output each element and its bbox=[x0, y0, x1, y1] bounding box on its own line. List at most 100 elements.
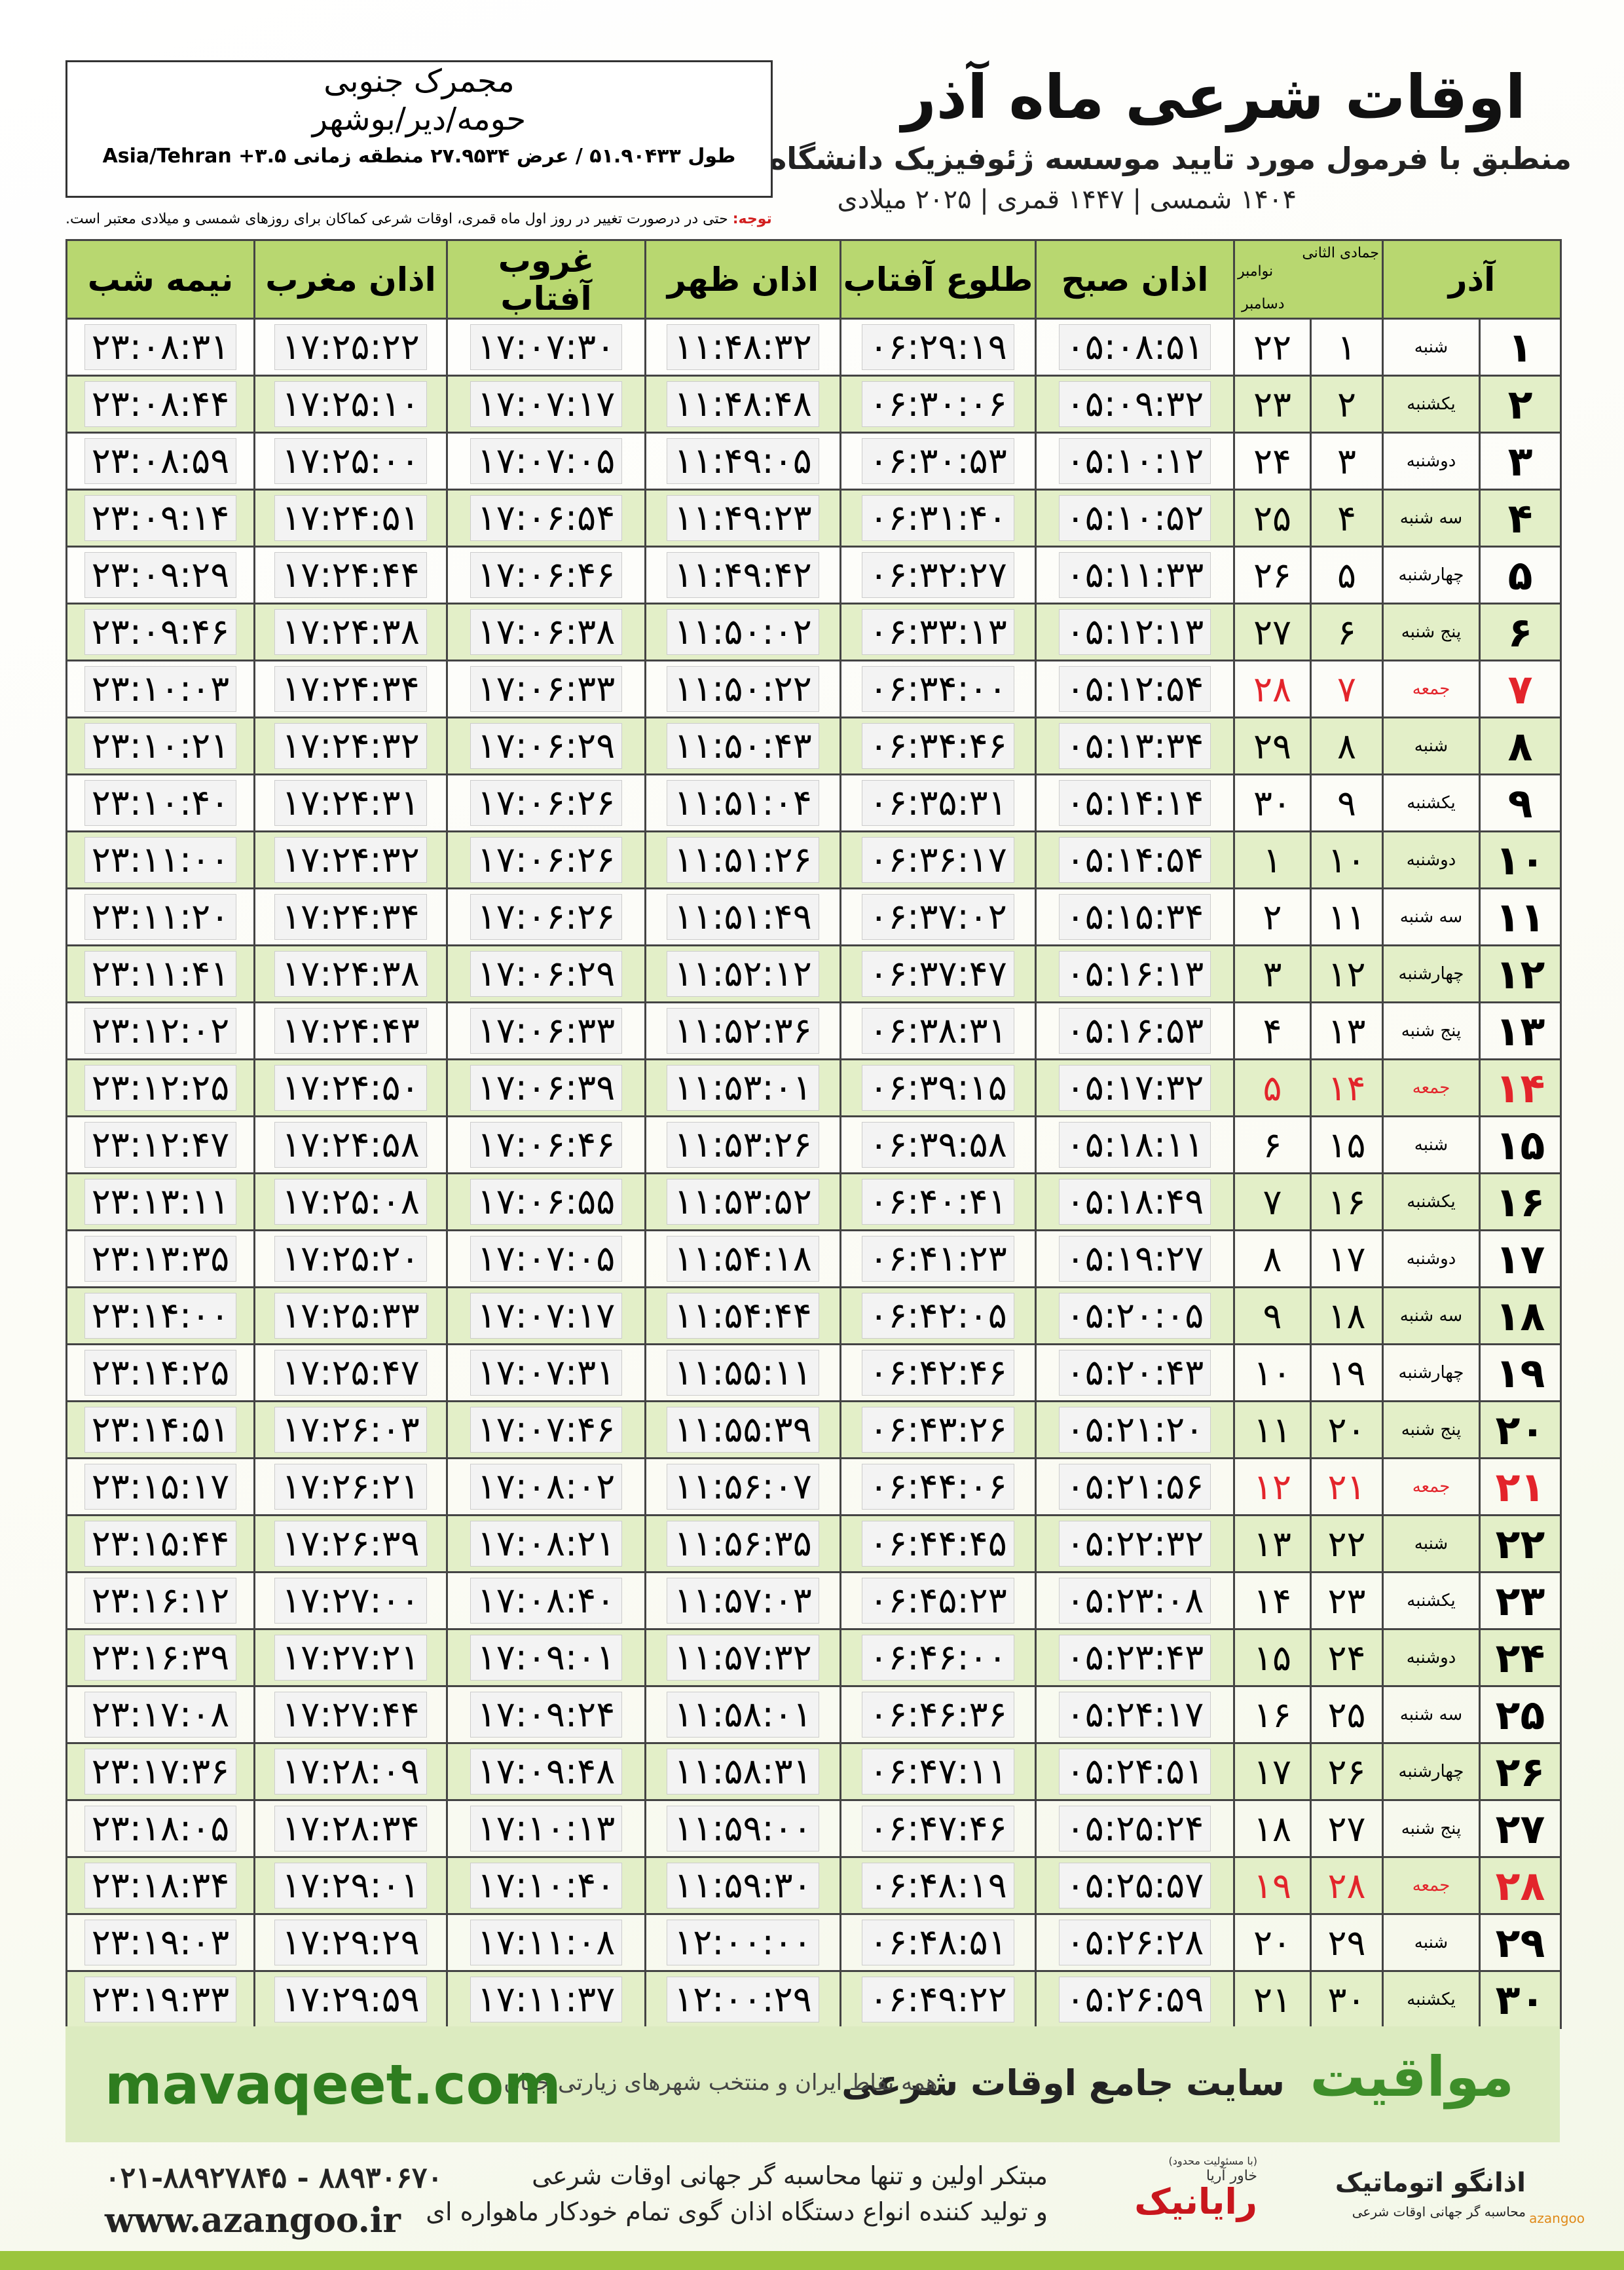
time-cell: ۱۷:۰۹:۲۴ bbox=[446, 1685, 646, 1744]
time-cell: ۱۷:۰۶:۵۵ bbox=[446, 1172, 646, 1231]
hijri-day: ۲۸ bbox=[1310, 1856, 1384, 1915]
logo: رایانیک bbox=[1134, 2181, 1257, 2222]
time-cell: ۱۷:۲۹:۲۹ bbox=[253, 1913, 448, 1972]
time: ۲۳:۱۷:۰۸ bbox=[84, 1692, 237, 1738]
row: ۳ دوشنبه ۳ ۲۴ ۰۵:۱۰:۱۲ ۰۶:۳۰:۵۳ ۱۱:۴۹:۰۵ ۱۷:۰۷:… bbox=[65, 432, 1562, 491]
weekday: پنج شنبه bbox=[1382, 1001, 1481, 1060]
time: ۱۷:۲۴:۳۴ bbox=[274, 666, 427, 712]
time: ۰۵:۲۰:۴۳ bbox=[1058, 1350, 1211, 1396]
gregorian-day: ۲۴ bbox=[1233, 432, 1312, 491]
time: ۱۱:۵۶:۰۷ bbox=[667, 1464, 819, 1510]
time-cell: ۱۱:۵۵:۳۹ bbox=[644, 1400, 841, 1459]
time: ۲۳:۱۶:۳۹ bbox=[84, 1635, 237, 1681]
row: ۲ یکشنبه ۲ ۲۳ ۰۵:۰۹:۳۲ ۰۶:۳۰:۰۶ ۱۱:۴۸:۴۸ ۱۷:۰۷:… bbox=[65, 375, 1562, 434]
time-cell: ۱۷:۱۱:۰۸ bbox=[446, 1913, 646, 1972]
day: ۲۸ bbox=[1479, 1856, 1562, 1915]
time-cell: ۰۵:۲۵:۵۷ bbox=[1035, 1856, 1235, 1915]
time: ۱۱:۴۸:۴۸ bbox=[667, 381, 819, 427]
site-url[interactable]: mavaqeet.com bbox=[105, 2053, 561, 2117]
hijri-day: ۲۱ bbox=[1310, 1457, 1384, 1516]
time: ۱۱:۵۱:۴۹ bbox=[667, 894, 819, 940]
time: ۱۷:۰۶:۲۹ bbox=[470, 723, 623, 769]
day: ۱ bbox=[1479, 318, 1562, 377]
time-cell: ۰۶:۴۸:۵۱ bbox=[840, 1913, 1037, 1972]
time: ۰۵:۲۳:۴۳ bbox=[1058, 1635, 1211, 1681]
time: ۱۱:۴۸:۳۲ bbox=[667, 324, 819, 370]
time-cell: ۲۳:۱۴:۲۵ bbox=[65, 1343, 255, 1402]
weekday: شنبه bbox=[1382, 1913, 1481, 1972]
time: ۲۳:۱۴:۰۰ bbox=[84, 1293, 237, 1339]
hijri-day: ۲۲ bbox=[1310, 1514, 1384, 1573]
time: ۱۲:۰۰:۰۰ bbox=[667, 1920, 819, 1965]
time-cell: ۰۶:۴۱:۲۳ bbox=[840, 1229, 1037, 1288]
gregorian-day: ۲۵ bbox=[1233, 489, 1312, 548]
time-cell: ۰۶:۴۲:۰۵ bbox=[840, 1286, 1037, 1345]
weekday: سه شنبه bbox=[1382, 1286, 1481, 1345]
time-cell: ۰۵:۱۸:۱۱ bbox=[1035, 1115, 1235, 1174]
time-cell: ۱۱:۵۴:۴۴ bbox=[644, 1286, 841, 1345]
time: ۱۱:۵۹:۰۰ bbox=[667, 1806, 819, 1851]
time-cell: ۲۳:۱۱:۲۰ bbox=[65, 887, 255, 946]
time-cell: ۱۷:۰۶:۲۹ bbox=[446, 716, 646, 775]
time: ۱۱:۵۳:۲۶ bbox=[667, 1122, 819, 1168]
location-name: مجمرک جنوبی bbox=[323, 63, 515, 100]
time: ۲۳:۰۹:۴۶ bbox=[84, 609, 237, 655]
time-cell: ۲۳:۱۴:۵۱ bbox=[65, 1400, 255, 1459]
time-cell: ۱۷:۲۶:۰۳ bbox=[253, 1400, 448, 1459]
time-cell: ۱۱:۵۸:۳۱ bbox=[644, 1742, 841, 1801]
day: ۷ bbox=[1479, 660, 1562, 718]
time: ۱۱:۵۴:۴۴ bbox=[667, 1293, 819, 1339]
time-cell: ۱۱:۵۰:۴۳ bbox=[644, 716, 841, 775]
time: ۱۷:۰۸:۰۲ bbox=[470, 1464, 623, 1510]
time: ۱۷:۰۸:۴۰ bbox=[470, 1578, 623, 1624]
day: ۱۸ bbox=[1479, 1286, 1562, 1345]
time: ۰۵:۲۴:۱۷ bbox=[1058, 1692, 1211, 1738]
time: ۰۶:۳۰:۵۳ bbox=[862, 438, 1014, 484]
time: ۰۵:۱۰:۵۲ bbox=[1058, 495, 1211, 541]
time-cell: ۱۷:۰۸:۴۰ bbox=[446, 1571, 646, 1630]
gregorian-day: ۲۶ bbox=[1233, 546, 1312, 605]
time-cell: ۱۷:۰۶:۲۹ bbox=[446, 944, 646, 1003]
time-cell: ۱۱:۵۵:۱۱ bbox=[644, 1343, 841, 1402]
row: ۷ جمعه ۷ ۲۸ ۰۵:۱۲:۵۴ ۰۶:۳۴:۰۰ ۱۱:۵۰:۲۲ ۱۷:۰۶:۳۳… bbox=[65, 660, 1562, 718]
time-cell: ۱۷:۰۶:۳۳ bbox=[446, 1001, 646, 1060]
time: ۱۱:۵۷:۳۲ bbox=[667, 1635, 819, 1681]
weekday: پنج شنبه bbox=[1382, 1400, 1481, 1459]
time: ۰۶:۴۰:۴۱ bbox=[862, 1179, 1014, 1225]
time: ۰۶:۴۷:۴۶ bbox=[862, 1806, 1014, 1851]
hijri-day: ۲۵ bbox=[1310, 1685, 1384, 1744]
time: ۲۳:۱۴:۲۵ bbox=[84, 1350, 237, 1396]
time: ۱۷:۲۵:۲۲ bbox=[274, 324, 427, 370]
time: ۰۵:۲۴:۵۱ bbox=[1058, 1749, 1211, 1795]
time-cell: ۱۱:۴۹:۲۳ bbox=[644, 489, 841, 548]
weekday: یکشنبه bbox=[1382, 773, 1481, 832]
time-cell: ۰۶:۲۹:۱۹ bbox=[840, 318, 1037, 377]
gregorian-day: ۱۴ bbox=[1233, 1571, 1312, 1630]
time-cell: ۰۵:۱۲:۱۳ bbox=[1035, 603, 1235, 661]
time: ۲۳:۰۸:۴۴ bbox=[84, 381, 237, 427]
gregorian-day: ۵ bbox=[1233, 1058, 1312, 1117]
time: ۱۷:۰۶:۳۳ bbox=[470, 666, 623, 712]
web-url[interactable]: www.azangoo.ir bbox=[105, 2201, 401, 2241]
day: ۲۶ bbox=[1479, 1742, 1562, 1801]
gregorian-day: ۱۱ bbox=[1233, 1400, 1312, 1459]
time-cell: ۱۱:۵۰:۰۲ bbox=[644, 603, 841, 661]
time-cell: ۲۳:۱۷:۳۶ bbox=[65, 1742, 255, 1801]
banner: مواقیت سایت جامع اوقات شرعی همه نقاط ایر… bbox=[65, 2026, 1560, 2142]
time: ۱۱:۵۲:۱۲ bbox=[667, 951, 819, 997]
weekday: چهارشنبه bbox=[1382, 546, 1481, 605]
time: ۱۷:۰۹:۲۴ bbox=[470, 1692, 623, 1738]
time: ۰۵:۱۶:۵۳ bbox=[1058, 1008, 1211, 1054]
time-cell: ۱۱:۵۸:۰۱ bbox=[644, 1685, 841, 1744]
time-cell: ۰۵:۱۷:۳۲ bbox=[1035, 1058, 1235, 1117]
time-cell: ۲۳:۱۹:۰۳ bbox=[65, 1913, 255, 1972]
weekday: سه شنبه bbox=[1382, 489, 1481, 548]
time-cell: ۱۷:۲۵:۰۸ bbox=[253, 1172, 448, 1231]
time: ۱۷:۲۵:۴۷ bbox=[274, 1350, 427, 1396]
time-cell: ۲۳:۱۷:۰۸ bbox=[65, 1685, 255, 1744]
location-area: حومه/دیر/بوشهر bbox=[312, 101, 526, 138]
time: ۱۱:۵۹:۳۰ bbox=[667, 1863, 819, 1908]
time: ۲۳:۱۱:۲۰ bbox=[84, 894, 237, 940]
time-cell: ۱۱:۵۲:۱۲ bbox=[644, 944, 841, 1003]
gregorian-day: ۷ bbox=[1233, 1172, 1312, 1231]
